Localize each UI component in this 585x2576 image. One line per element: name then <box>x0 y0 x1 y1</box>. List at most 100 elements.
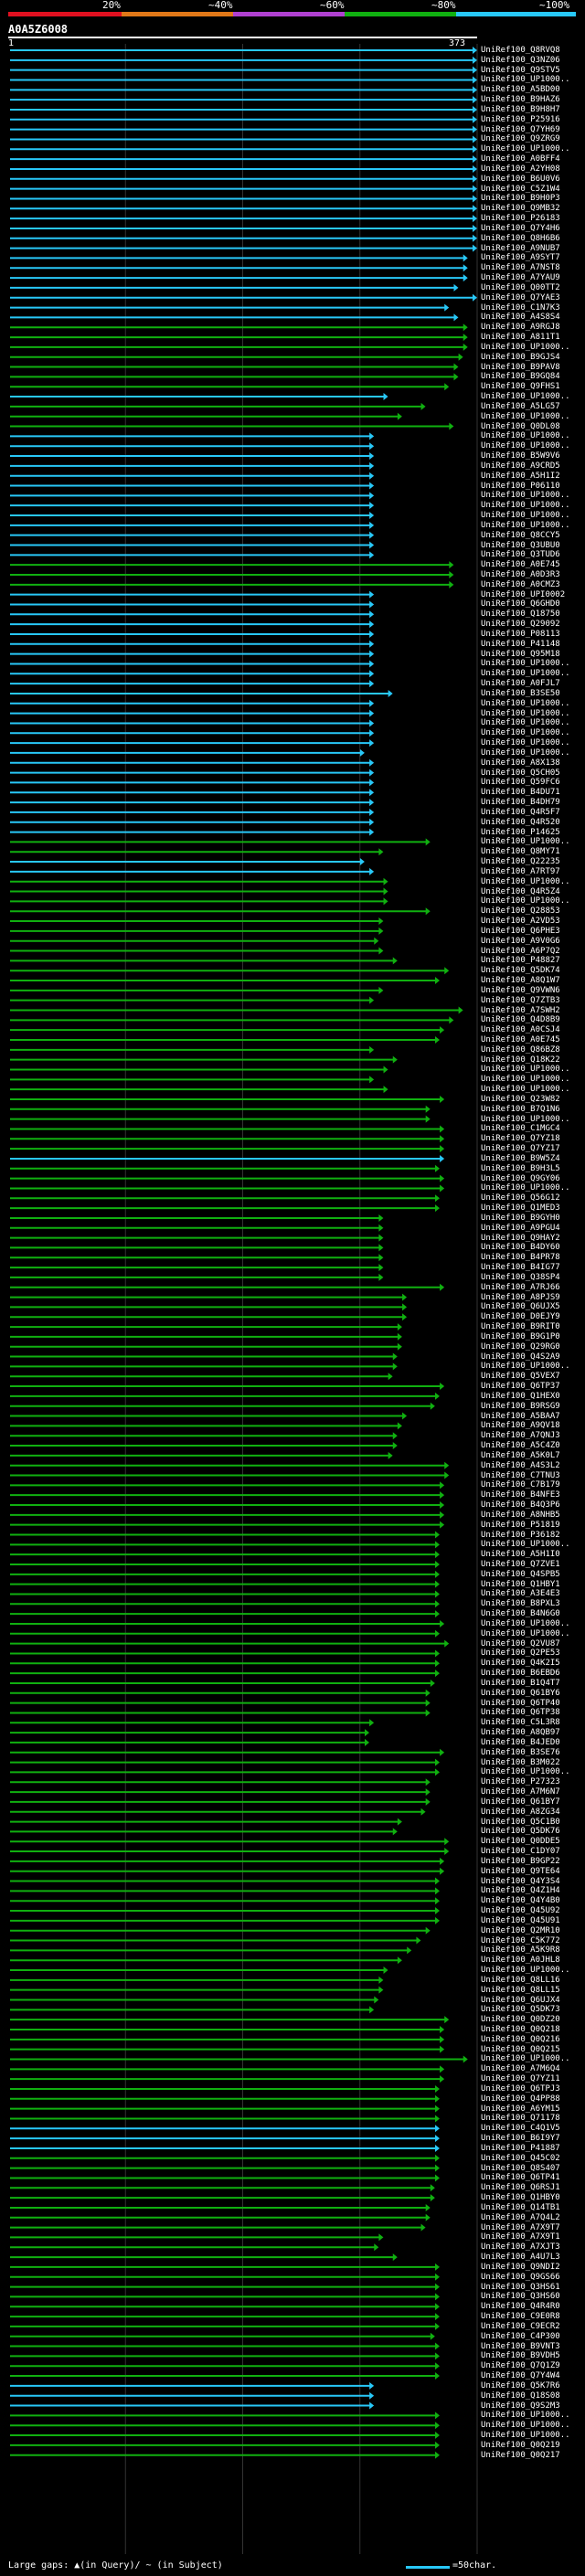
hit-label[interactable]: UniRef100_C5K772 <box>481 1935 560 1945</box>
hit-label[interactable]: UniRef100_Q8CCY5 <box>481 530 560 540</box>
hit-label[interactable]: UniRef100_Q0Q218 <box>481 2025 560 2034</box>
hit-label[interactable]: UniRef100_Q14TB1 <box>481 2202 560 2212</box>
hit-label[interactable]: UniRef100_A0CMZ3 <box>481 579 560 589</box>
hit-label[interactable]: UniRef100_A5C4Z0 <box>481 1441 560 1451</box>
hit-label[interactable]: UniRef100_B3SE76 <box>481 1747 560 1757</box>
hit-label[interactable]: UniRef100_B4DY60 <box>481 1243 560 1253</box>
hit-label[interactable]: UniRef100_B9RSG9 <box>481 1401 560 1411</box>
hit-label[interactable]: UniRef100_Q4PP88 <box>481 2094 560 2104</box>
hit-label[interactable]: UniRef100_Q1MED3 <box>481 1203 560 1214</box>
hit-label[interactable]: UniRef100_A7RT97 <box>481 866 560 876</box>
hit-label[interactable]: UniRef100_Q4S2A9 <box>481 1352 560 1362</box>
hit-label[interactable]: UniRef100_Q9STV5 <box>481 65 560 75</box>
hit-label[interactable]: UniRef100_P27323 <box>481 1777 560 1787</box>
hit-label[interactable]: UniRef100_UP1000.. <box>481 411 570 421</box>
hit-label[interactable]: UniRef100_B4PR78 <box>481 1253 560 1263</box>
hit-label[interactable]: UniRef100_UP1000.. <box>481 1075 570 1085</box>
hit-label[interactable]: UniRef100_Q9VWN6 <box>481 985 560 995</box>
hit-label[interactable]: UniRef100_A0CSJ4 <box>481 1025 560 1035</box>
hit-label[interactable]: UniRef100_UP1000.. <box>481 896 570 906</box>
hit-label[interactable]: UniRef100_A0JHL8 <box>481 1956 560 1966</box>
hit-label[interactable]: UniRef100_C7TNU3 <box>481 1470 560 1480</box>
hit-label[interactable]: UniRef100_Q0DL08 <box>481 421 560 431</box>
hit-label[interactable]: UniRef100_P36182 <box>481 1530 560 1540</box>
hit-label[interactable]: UniRef100_Q7Q1Z9 <box>481 2361 560 2371</box>
hit-label[interactable]: UniRef100_A0E745 <box>481 560 560 570</box>
hit-label[interactable]: UniRef100_A9PGU4 <box>481 1223 560 1233</box>
hit-label[interactable]: UniRef100_A6P7Q2 <box>481 946 560 956</box>
hit-label[interactable]: UniRef100_Q18S08 <box>481 2390 560 2401</box>
hit-label[interactable]: UniRef100_C5Z1W4 <box>481 184 560 194</box>
hit-label[interactable]: UniRef100_UP1000.. <box>481 1618 570 1628</box>
hit-label[interactable]: UniRef100_UP1000.. <box>481 876 570 886</box>
hit-label[interactable]: UniRef100_Q00TT2 <box>481 282 560 292</box>
hit-label[interactable]: UniRef100_A8NHB5 <box>481 1510 560 1520</box>
hit-label[interactable]: UniRef100_Q8LL15 <box>481 1985 560 1995</box>
hit-label[interactable]: UniRef100_B4IG77 <box>481 1263 560 1273</box>
hit-label[interactable]: UniRef100_B9W5Z4 <box>481 1153 560 1163</box>
hit-label[interactable]: UniRef100_Q3UBU0 <box>481 540 560 550</box>
hit-label[interactable]: UniRef100_Q6TP40 <box>481 1698 560 1708</box>
hit-label[interactable]: UniRef100_Q45U91 <box>481 1915 560 1925</box>
hit-label[interactable]: UniRef100_Q3HS60 <box>481 2292 560 2302</box>
hit-label[interactable]: UniRef100_UP1000.. <box>481 669 570 679</box>
hit-label[interactable]: UniRef100_UP1000.. <box>481 2411 570 2421</box>
hit-label[interactable]: UniRef100_A5K9R8 <box>481 1945 560 1956</box>
hit-label[interactable]: UniRef100_Q71178 <box>481 2114 560 2124</box>
hit-label[interactable]: UniRef100_B4DH79 <box>481 798 560 808</box>
hit-label[interactable]: UniRef100_Q7Y4H6 <box>481 223 560 233</box>
hit-label[interactable]: UniRef100_UP1000.. <box>481 2054 570 2064</box>
hit-label[interactable]: UniRef100_B6EBD6 <box>481 1669 560 1679</box>
hit-label[interactable]: UniRef100_A3E4E3 <box>481 1589 560 1599</box>
hit-label[interactable]: UniRef100_UP1000.. <box>481 392 570 402</box>
hit-label[interactable]: UniRef100_Q7Y4W4 <box>481 2371 560 2381</box>
hit-label[interactable]: UniRef100_B9VDH5 <box>481 2351 560 2361</box>
hit-label[interactable]: UniRef100_UP1000.. <box>481 718 570 728</box>
hit-label[interactable]: UniRef100_B6U0V6 <box>481 174 560 184</box>
hit-label[interactable]: UniRef100_Q7YAE3 <box>481 292 560 302</box>
hit-label[interactable]: UniRef100_B4DU71 <box>481 788 560 798</box>
hit-label[interactable]: UniRef100_UP1000.. <box>481 1065 570 1075</box>
hit-label[interactable]: UniRef100_A9NUB7 <box>481 243 560 253</box>
hit-label[interactable]: UniRef100_Q95M18 <box>481 649 560 659</box>
hit-label[interactable]: UniRef100_C1MGC4 <box>481 1124 560 1134</box>
hit-label[interactable]: UniRef100_Q29RG0 <box>481 1341 560 1352</box>
hit-label[interactable]: UniRef100_B9HAZ6 <box>481 95 560 105</box>
hit-label[interactable]: UniRef100_B9GQ84 <box>481 372 560 382</box>
hit-label[interactable]: UniRef100_A9SYT7 <box>481 253 560 263</box>
hit-label[interactable]: UniRef100_C1DY07 <box>481 1847 560 1857</box>
hit-label[interactable]: UniRef100_Q6RSJ1 <box>481 2183 560 2193</box>
hit-label[interactable]: UniRef100_Q8MY71 <box>481 847 560 857</box>
hit-label[interactable]: UniRef100_A8Q1W7 <box>481 976 560 986</box>
hit-label[interactable]: UniRef100_P08113 <box>481 629 560 639</box>
hit-label[interactable]: UniRef100_UP1000.. <box>481 342 570 352</box>
hit-label[interactable]: UniRef100_Q9NDI2 <box>481 2262 560 2272</box>
hit-label[interactable]: UniRef100_A7X9T7 <box>481 2222 560 2232</box>
hit-label[interactable]: UniRef100_Q3NZ06 <box>481 55 560 65</box>
hit-label[interactable]: UniRef100_UP1000.. <box>481 1628 570 1638</box>
hit-label[interactable]: UniRef100_B9H8H7 <box>481 104 560 114</box>
hit-label[interactable]: UniRef100_Q4R5Z4 <box>481 886 560 896</box>
hit-label[interactable]: UniRef100_A0BFF4 <box>481 154 560 164</box>
hit-label[interactable]: UniRef100_Q1HBY0 <box>481 2193 560 2203</box>
hit-label[interactable]: UniRef100_B3M022 <box>481 1757 560 1767</box>
hit-label[interactable]: UniRef100_Q5DK73 <box>481 2005 560 2015</box>
hit-label[interactable]: UniRef100_Q9ZRG9 <box>481 134 560 144</box>
hit-label[interactable]: UniRef100_Q4R520 <box>481 817 560 827</box>
hit-label[interactable]: UniRef100_UP1000.. <box>481 1085 570 1095</box>
hit-label[interactable]: UniRef100_Q61BY6 <box>481 1688 560 1698</box>
hit-label[interactable]: UniRef100_Q0Q219 <box>481 2440 560 2450</box>
hit-label[interactable]: UniRef100_Q9GY06 <box>481 1173 560 1183</box>
hit-label[interactable]: UniRef100_A7M6Q4 <box>481 2064 560 2074</box>
hit-label[interactable]: UniRef100_UP1000.. <box>481 2421 570 2431</box>
hit-label[interactable]: UniRef100_P41887 <box>481 2143 560 2153</box>
hit-label[interactable]: UniRef100_UP1000.. <box>481 837 570 847</box>
hit-label[interactable]: UniRef100_Q4R5F7 <box>481 807 560 817</box>
hit-label[interactable]: UniRef100_A4S8S4 <box>481 313 560 323</box>
hit-label[interactable]: UniRef100_Q8RVQ8 <box>481 46 560 55</box>
hit-label[interactable]: UniRef100_UP1000.. <box>481 491 570 501</box>
hit-label[interactable]: UniRef100_Q23W82 <box>481 1094 560 1104</box>
hit-label[interactable]: UniRef100_C9E0R8 <box>481 2312 560 2322</box>
hit-label[interactable]: UniRef100_Q6PHE3 <box>481 926 560 936</box>
hit-label[interactable]: UniRef100_Q5DK74 <box>481 966 560 976</box>
